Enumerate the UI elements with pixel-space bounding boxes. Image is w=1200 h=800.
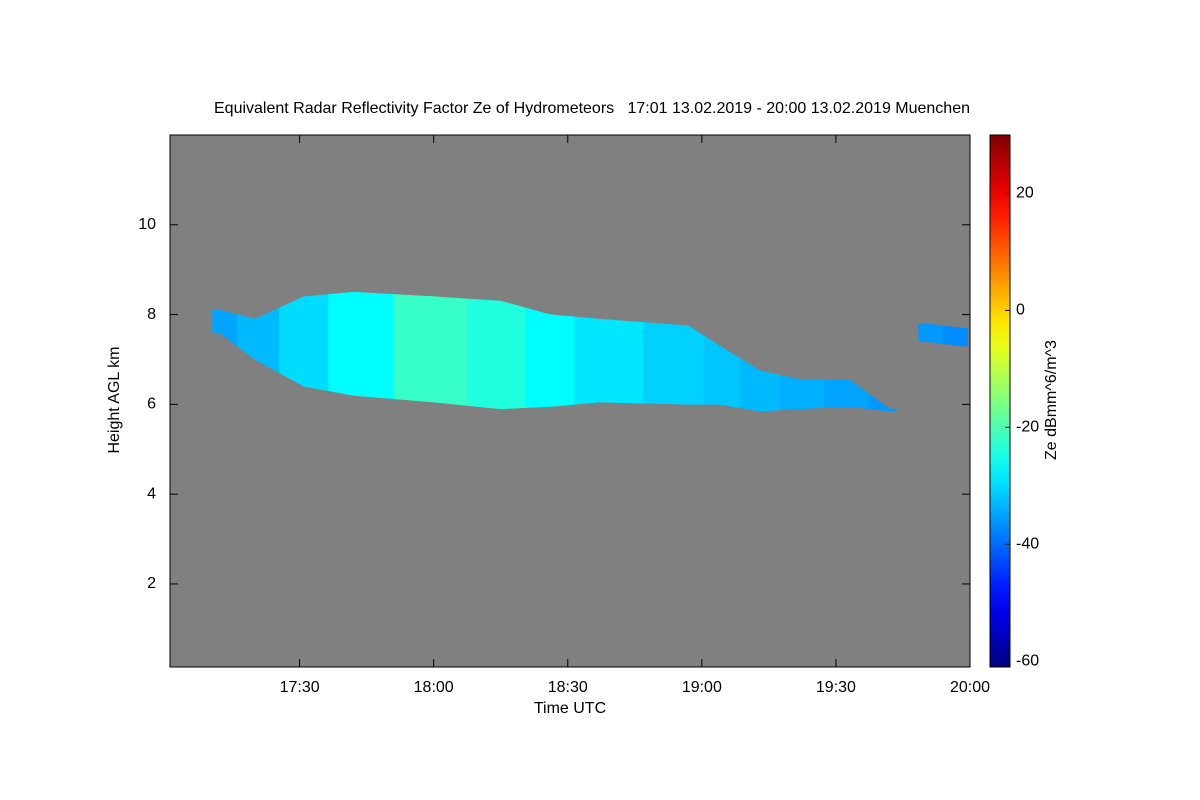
colorbar-tick-label: -60 <box>1016 652 1039 669</box>
reflectivity-slice <box>574 316 644 405</box>
reflectivity-slice <box>869 393 897 412</box>
y-tick-label: 2 <box>147 575 156 592</box>
plot-frame <box>169 134 971 668</box>
chart-title: Equivalent Radar Reflectivity Factor Ze … <box>214 100 970 117</box>
colorbar <box>989 134 1011 668</box>
y-tick-label: 6 <box>147 396 156 413</box>
reflectivity-slice <box>643 322 705 405</box>
x-axis-label: Time UTC <box>534 700 606 717</box>
reflectivity-slice <box>328 291 394 400</box>
reflectivity-slice <box>942 325 969 347</box>
y-axis-label: Height AGL km <box>106 346 123 453</box>
reflectivity-slice <box>525 307 575 408</box>
colorbar-tick-label: 0 <box>1016 302 1025 319</box>
x-tick-label: 18:00 <box>414 679 454 696</box>
colorbar-tick-label: -20 <box>1016 419 1039 436</box>
x-tick-label: 17:30 <box>280 679 320 696</box>
y-tick-label: 8 <box>147 306 156 323</box>
x-tick-label: 19:30 <box>816 679 856 696</box>
x-tick-label: 18:30 <box>548 679 588 696</box>
reflectivity-slice <box>393 294 468 406</box>
reflectivity-slice <box>279 294 329 392</box>
reflectivity-slice <box>918 323 944 345</box>
colorbar-tick-label: -40 <box>1016 535 1039 552</box>
y-tick-label: 10 <box>138 216 156 233</box>
reflectivity-slice <box>779 374 825 411</box>
x-tick-label: 19:00 <box>682 679 722 696</box>
y-tick-label: 4 <box>147 485 156 502</box>
reflectivity-slice <box>466 298 526 410</box>
colorbar-tick-label: 20 <box>1016 185 1034 202</box>
x-tick-label: 20:00 <box>950 679 990 696</box>
colorbar-label: Ze dBmm^6/m^3 <box>1043 340 1060 460</box>
